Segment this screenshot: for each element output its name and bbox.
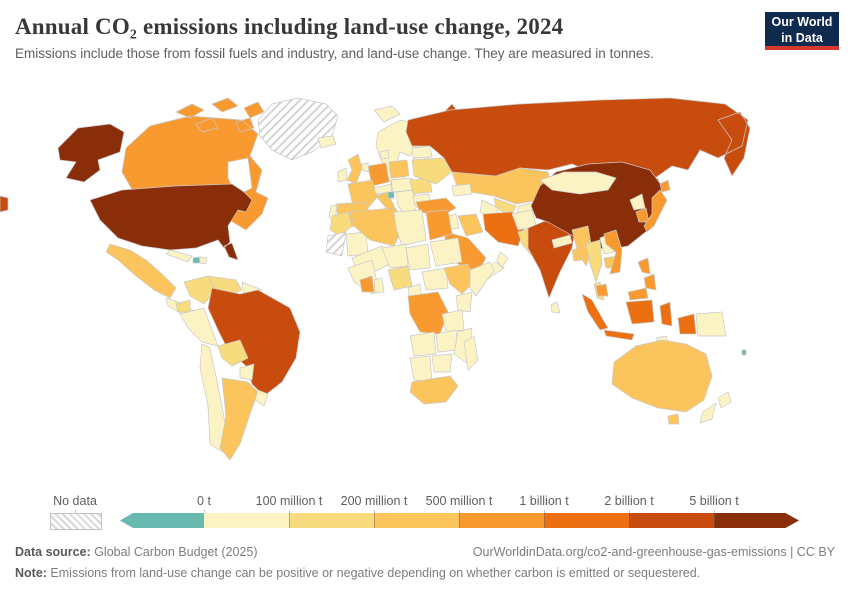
legend-bin-negative[interactable]	[120, 513, 204, 528]
country-united-kingdom[interactable]	[346, 153, 363, 185]
page-subtitle: Emissions include those from fossil fuel…	[15, 46, 654, 62]
data-source-value: Global Carbon Budget (2025)	[90, 545, 258, 559]
country-argentina[interactable]	[219, 377, 259, 461]
country-angola[interactable]	[409, 331, 437, 357]
country-indonesia[interactable]	[581, 293, 697, 341]
legend-bin-2-5b[interactable]	[629, 513, 715, 528]
country-cuba[interactable]	[165, 249, 193, 263]
page-title: Annual CO₂ emissions including land-use …	[15, 14, 564, 39]
country-western-sahara[interactable]	[325, 231, 347, 257]
country-zimbabwe-botswana[interactable]	[431, 353, 453, 373]
legend-tick-2b: 2 billion t	[604, 494, 654, 508]
country-united-states[interactable]	[89, 183, 253, 261]
country-denmark[interactable]	[379, 149, 390, 160]
country-haiti[interactable]	[192, 256, 201, 264]
country-ivory-coast[interactable]	[359, 275, 375, 293]
legend-no-data-label: No data	[53, 494, 97, 508]
country-svalbard[interactable]	[373, 105, 401, 123]
country-russia-antimeridian[interactable]	[0, 195, 9, 213]
data-source-label: Data source:	[15, 545, 91, 559]
country-uruguay[interactable]	[254, 389, 269, 407]
legend-bin-200-500m[interactable]	[374, 513, 460, 528]
legend-bin-over-5b[interactable]	[714, 513, 799, 528]
country-iran[interactable]	[482, 211, 525, 247]
country-morocco[interactable]	[329, 211, 353, 237]
country-nigeria[interactable]	[387, 265, 413, 291]
country-dominican-republic[interactable]	[199, 256, 208, 265]
owid-logo-stripe	[765, 46, 839, 50]
country-vanuatu[interactable]	[741, 349, 747, 356]
country-poland[interactable]	[388, 159, 410, 179]
legend-bin-500m-1b[interactable]	[459, 513, 545, 528]
country-brazil[interactable]	[207, 287, 301, 397]
country-nepal[interactable]	[551, 234, 573, 249]
country-montenegro[interactable]	[387, 191, 395, 199]
country-chile[interactable]	[199, 343, 227, 453]
legend-tick-1b: 1 billion t	[519, 494, 569, 508]
country-benelux[interactable]	[361, 162, 370, 173]
country-tanzania[interactable]	[441, 309, 465, 333]
country-chad[interactable]	[405, 243, 431, 271]
owid-logo[interactable]: Our World in Data	[765, 12, 839, 50]
country-philippines[interactable]	[637, 257, 657, 291]
country-malaysia[interactable]	[595, 283, 649, 301]
country-ethiopia[interactable]	[443, 263, 477, 295]
world-choropleth-map[interactable]	[0, 88, 850, 488]
country-new-zealand[interactable]	[699, 391, 732, 424]
legend-tick-6b: 5 billion t	[689, 494, 739, 508]
country-dr-congo[interactable]	[407, 291, 449, 335]
country-libya[interactable]	[393, 209, 427, 247]
country-iceland[interactable]	[317, 135, 337, 149]
country-sudan[interactable]	[429, 237, 463, 267]
country-ghana[interactable]	[373, 277, 385, 294]
owid-cc-link[interactable]: OurWorldinData.org/co2-and-greenhouse-ga…	[472, 545, 835, 559]
country-south-africa[interactable]	[409, 375, 459, 405]
country-belarus[interactable]	[411, 145, 433, 159]
legend-tick-100m: 100 million t	[255, 494, 323, 508]
footnote: Note: Emissions from land-use change can…	[15, 566, 835, 580]
legend-bin-100-200m[interactable]	[289, 513, 375, 528]
country-australia[interactable]	[611, 339, 713, 425]
owid-logo-line1: Our World	[771, 15, 833, 30]
chart-footer: Data source: Global Carbon Budget (2025)…	[15, 545, 835, 580]
legend-tick-0: 0 t	[197, 494, 211, 508]
country-papua-new-guinea[interactable]	[695, 311, 727, 337]
map-legend: No data 0 t 100 million t 200 million t …	[0, 492, 850, 534]
legend-no-data-swatch[interactable]	[50, 513, 102, 530]
country-france[interactable]	[347, 179, 379, 209]
country-mexico[interactable]	[105, 243, 177, 299]
country-egypt[interactable]	[425, 209, 453, 241]
country-germany[interactable]	[367, 162, 390, 187]
country-central-african-republic[interactable]	[421, 267, 449, 291]
footnote-label: Note:	[15, 566, 47, 580]
country-greenland[interactable]	[257, 97, 339, 161]
country-japan[interactable]	[643, 179, 671, 233]
country-united-states-alaska[interactable]	[57, 123, 125, 183]
country-ukraine[interactable]	[411, 157, 453, 185]
country-paraguay[interactable]	[239, 363, 255, 381]
footnote-value: Emissions from land-use change can be po…	[46, 566, 701, 580]
legend-tick-500m: 500 million t	[425, 494, 493, 508]
country-somalia[interactable]	[469, 261, 495, 297]
country-bolivia[interactable]	[217, 339, 249, 367]
data-source: Data source: Global Carbon Budget (2025)	[15, 545, 258, 559]
chart-header: Annual CO₂ emissions including land-use …	[15, 14, 750, 61]
country-north-korea[interactable]	[629, 193, 646, 211]
legend-bin-1-2b[interactable]	[544, 513, 630, 528]
country-madagascar[interactable]	[463, 335, 479, 371]
country-caucasus[interactable]	[451, 183, 473, 197]
country-ireland[interactable]	[337, 167, 348, 183]
legend-bin-0-100m[interactable]	[204, 513, 289, 528]
country-sri-lanka[interactable]	[550, 301, 561, 314]
country-vietnam[interactable]	[603, 229, 623, 275]
country-namibia[interactable]	[409, 355, 433, 383]
country-mongolia[interactable]	[539, 171, 617, 195]
country-iraq[interactable]	[457, 213, 484, 237]
owid-logo-line2: in Data	[781, 31, 823, 45]
legend-tick-200m: 200 million t	[340, 494, 408, 508]
country-kenya[interactable]	[455, 291, 473, 313]
